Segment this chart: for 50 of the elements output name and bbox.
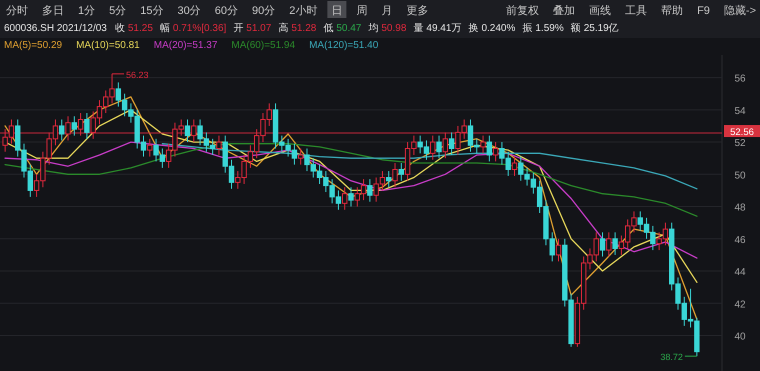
text: MA(120)=51.40 — [309, 40, 379, 51]
line-series — [4, 141, 698, 259]
y-tick-label: 42 — [734, 299, 746, 310]
candlestick — [386, 170, 392, 188]
chart-title: 600036.SH 2021/12/03 — [4, 23, 108, 34]
candlestick — [556, 238, 562, 262]
y-tick-label: 40 — [734, 332, 746, 343]
annotation: 56.23 — [126, 70, 149, 80]
candlestick — [448, 132, 454, 156]
candlestick — [191, 118, 196, 143]
candlestick — [486, 135, 492, 162]
candlestick — [492, 142, 498, 162]
text: MA(20)=51.37 — [154, 40, 218, 51]
y-tick-label: 52 — [734, 138, 746, 150]
y-tick-label: 46 — [734, 234, 746, 246]
candlestick — [59, 118, 64, 141]
candlestick — [436, 135, 442, 159]
candlestick — [78, 112, 84, 136]
y-tick-label: 44 — [734, 267, 746, 278]
y-tick-label: 56 — [734, 74, 746, 85]
annotation: 38.72 — [660, 352, 683, 362]
candlestick — [606, 232, 612, 258]
ref-line-label: 52.56 — [730, 127, 754, 138]
candlestick — [430, 135, 436, 160]
candlestick — [216, 135, 222, 156]
text: 收 51.25 幅 0.71%[0.36] 开 51.07 高 51.28 低 50.47 均 50.98 量 49.41万 换 0.240% 振 1.59% 额 25.19亿 — [114, 23, 619, 34]
candlestick — [298, 148, 304, 166]
line-series — [4, 96, 698, 320]
toolbar: 分时 多日 1分 5分 15分 30分 60分 90分 2小时 日 周 月 更多 前复权 叠加 画线 工具 帮助 F9 隐藏-> — [6, 1, 756, 18]
text: MA(5)=50.29 — [4, 40, 63, 51]
candlestick — [442, 132, 448, 159]
candlestick — [398, 162, 404, 182]
candlestick — [72, 116, 78, 136]
candlestick — [480, 135, 486, 154]
text: MA(60)=51.94 — [231, 40, 296, 51]
candlestick — [84, 112, 90, 140]
candlestick — [65, 116, 71, 141]
candlestick — [147, 138, 152, 158]
y-tick-label: 54 — [734, 106, 746, 117]
candlestick — [342, 186, 348, 210]
candlestick — [392, 162, 398, 188]
candlestick — [348, 186, 354, 208]
y-tick-label: 50 — [734, 170, 746, 182]
candlestick — [512, 156, 518, 176]
candlestick — [612, 232, 618, 256]
text: MA(10)=50.81 — [76, 40, 140, 51]
y-tick-label: 48 — [734, 202, 746, 214]
candlestick — [600, 232, 606, 258]
candlestick — [367, 178, 373, 202]
candlestick — [184, 118, 190, 143]
